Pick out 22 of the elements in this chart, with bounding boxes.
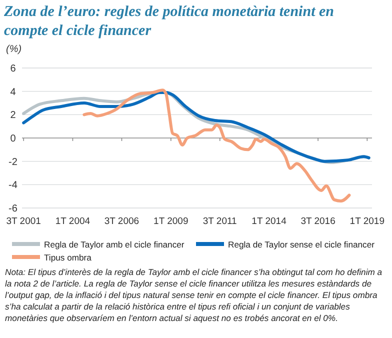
- legend-label: Regla de Taylor amb el cicle financer: [44, 240, 184, 250]
- y-tick-label: 0: [10, 134, 16, 144]
- y-tick-label: -2: [8, 156, 18, 168]
- legend-label: Regla de Taylor sense el cicle financer: [228, 240, 375, 250]
- y-tick-label: -4: [8, 180, 18, 192]
- y-tick-label: -6: [8, 204, 18, 214]
- x-tick-label: 3T 2011: [202, 216, 237, 227]
- y-tick-label: 4: [10, 86, 16, 98]
- x-tick-label: 1T 2019: [350, 216, 385, 227]
- x-tick-label: 1T 2004: [55, 216, 90, 227]
- legend-label: Tipus ombra: [44, 252, 92, 262]
- x-tick-label: 3T 2016: [300, 216, 336, 227]
- line-series: [82, 88, 351, 202]
- x-tick-label: 1T 2009: [154, 216, 188, 227]
- text: Nota: El tipus d’interès de la regla de Taylor amb el cicle financer s’ha obtingut tal com ho definim a la nota 2 de l’article. La regla de Taylor sense el cicle financer utilitza les mesures estàndards de l’output gap, de la inflació i del tipus natural sense tenir en compte el cicle financer. El tipus ombra s’ha calculat a partir de la relació històrica entre el tipus refi oficial i un conjunt de variables monetàries que observaríem en l’entorn actual si aquest no es trobés ancorat en el 0%.: [5, 267, 382, 323]
- y-axis-title: (%): [6, 44, 22, 55]
- x-tick-label: 3T 2006: [104, 216, 140, 227]
- x-tick-label: 3T 2001: [6, 216, 41, 227]
- y-tick-label: 6: [10, 64, 16, 74]
- y-tick-label: 2: [10, 110, 16, 122]
- chart-title: Zona de l’euro: regles de política monetària tenint en compte el cicle financer: [3, 4, 334, 39]
- x-tick-label: 1T 2014: [252, 216, 286, 227]
